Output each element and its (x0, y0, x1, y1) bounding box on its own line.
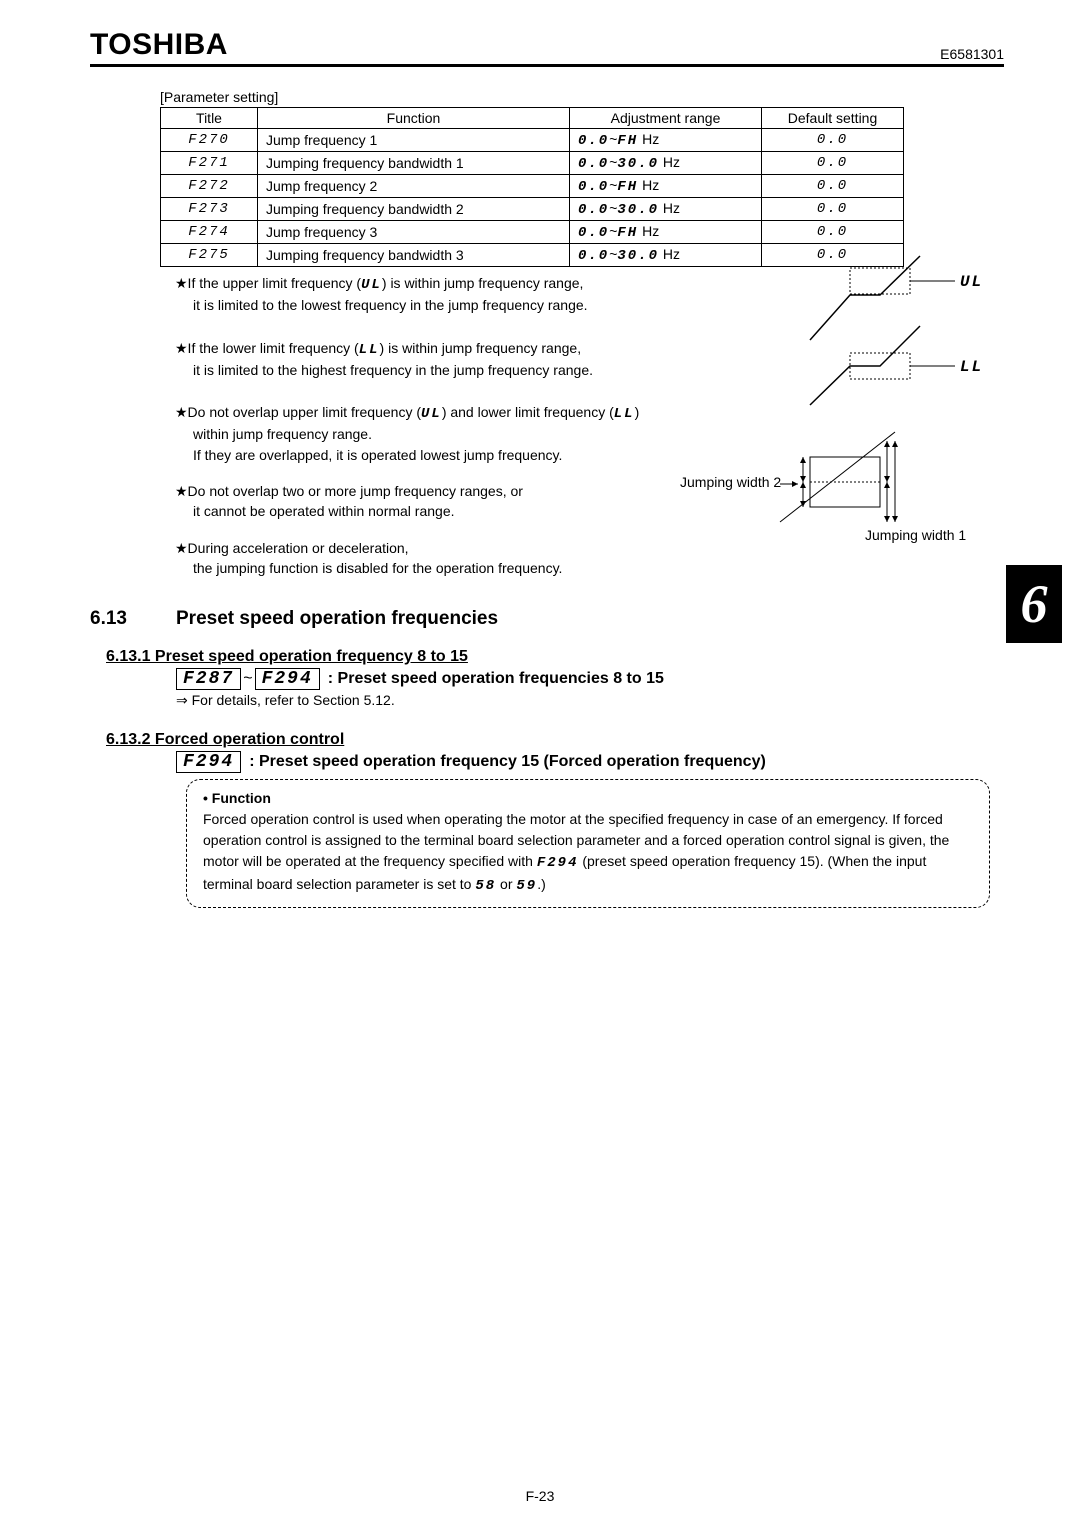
code-desc: : Preset speed operation frequencies 8 t… (328, 670, 664, 688)
code-line-6132: F294 : Preset speed operation frequency … (176, 751, 1004, 773)
cell-function: Jumping frequency bandwidth 1 (258, 152, 570, 175)
section-6-13-head: 6.13 Preset speed operation frequencies (90, 608, 1004, 630)
table-header-row: Title Function Adjustment range Default … (161, 108, 904, 129)
cell-default: 0.0 (762, 221, 904, 244)
jw1-label: Jumping width 1 (865, 527, 966, 543)
cell-range: 0.0~30.0 Hz (570, 244, 762, 267)
cell-range: 0.0~30.0 Hz (570, 152, 762, 175)
cell-title: F275 (161, 244, 258, 267)
param-setting-label: [Parameter setting] (160, 89, 1004, 105)
table-row: F273Jumping frequency bandwidth 20.0~30.… (161, 198, 904, 221)
section-num: 6.13 (90, 608, 176, 630)
cell-default: 0.0 (762, 129, 904, 152)
section-6-13-1-head: 6.13.1 Preset speed operation frequency … (106, 648, 1004, 666)
code-line-6131: F287 ~ F294 : Preset speed operation fre… (176, 668, 1004, 690)
cell-default: 0.0 (762, 198, 904, 221)
param-code: F294 (255, 668, 320, 690)
cell-title: F270 (161, 129, 258, 152)
table-row: F275Jumping frequency bandwidth 30.0~30.… (161, 244, 904, 267)
header-bar: TOSHIBA E6581301 (90, 28, 1004, 67)
tilde: ~ (243, 670, 252, 688)
function-title: • Function (203, 788, 973, 809)
chapter-tab: 6 (1006, 565, 1062, 643)
cell-title: F274 (161, 221, 258, 244)
cell-range: 0.0~FH Hz (570, 221, 762, 244)
param-code: F287 (176, 668, 241, 690)
table-row: F274Jump frequency 30.0~FH Hz0.0 (161, 221, 904, 244)
cell-title: F271 (161, 152, 258, 175)
cell-range: 0.0~FH Hz (570, 129, 762, 152)
cell-function: Jumping frequency bandwidth 2 (258, 198, 570, 221)
function-box: • Function Forced operation control is u… (186, 779, 990, 908)
ul-ll-diagram: UL LL (800, 250, 1000, 410)
cell-function: Jumping frequency bandwidth 3 (258, 244, 570, 267)
page-footer: F-23 (0, 1488, 1080, 1504)
cell-default: 0.0 (762, 175, 904, 198)
cell-range: 0.0~FH Hz (570, 175, 762, 198)
col-adjustment-range: Adjustment range (570, 108, 762, 129)
table-row: F272Jump frequency 20.0~FH Hz0.0 (161, 175, 904, 198)
section-title: Preset speed operation frequencies (176, 608, 498, 630)
jw2-label: Jumping width 2 (680, 474, 781, 490)
jump-width-diagram: Jumping width 2 Jumping width 1 (680, 422, 1000, 552)
col-default: Default setting (762, 108, 904, 129)
col-title: Title (161, 108, 258, 129)
brand-logo: TOSHIBA (90, 28, 228, 62)
cell-function: Jump frequency 2 (258, 175, 570, 198)
cell-function: Jump frequency 1 (258, 129, 570, 152)
function-body: Forced operation control is used when op… (203, 809, 973, 897)
cell-title: F273 (161, 198, 258, 221)
section-6-13-2-head: 6.13.2 Forced operation control (106, 731, 1004, 749)
doc-id: E6581301 (940, 46, 1004, 62)
cell-title: F272 (161, 175, 258, 198)
cell-function: Jump frequency 3 (258, 221, 570, 244)
code-desc: : Preset speed operation frequency 15 (F… (249, 753, 766, 771)
param-code: F294 (176, 751, 241, 773)
col-function: Function (258, 108, 570, 129)
table-row: F271Jumping frequency bandwidth 10.0~30.… (161, 152, 904, 175)
parameter-table: Title Function Adjustment range Default … (160, 107, 904, 267)
arrow-refer: ⇒ For details, refer to Section 5.12. (176, 692, 1004, 709)
ll-label: LL (960, 358, 983, 376)
ul-label: UL (960, 273, 983, 291)
table-row: F270Jump frequency 10.0~FH Hz0.0 (161, 129, 904, 152)
cell-range: 0.0~30.0 Hz (570, 198, 762, 221)
cell-default: 0.0 (762, 152, 904, 175)
